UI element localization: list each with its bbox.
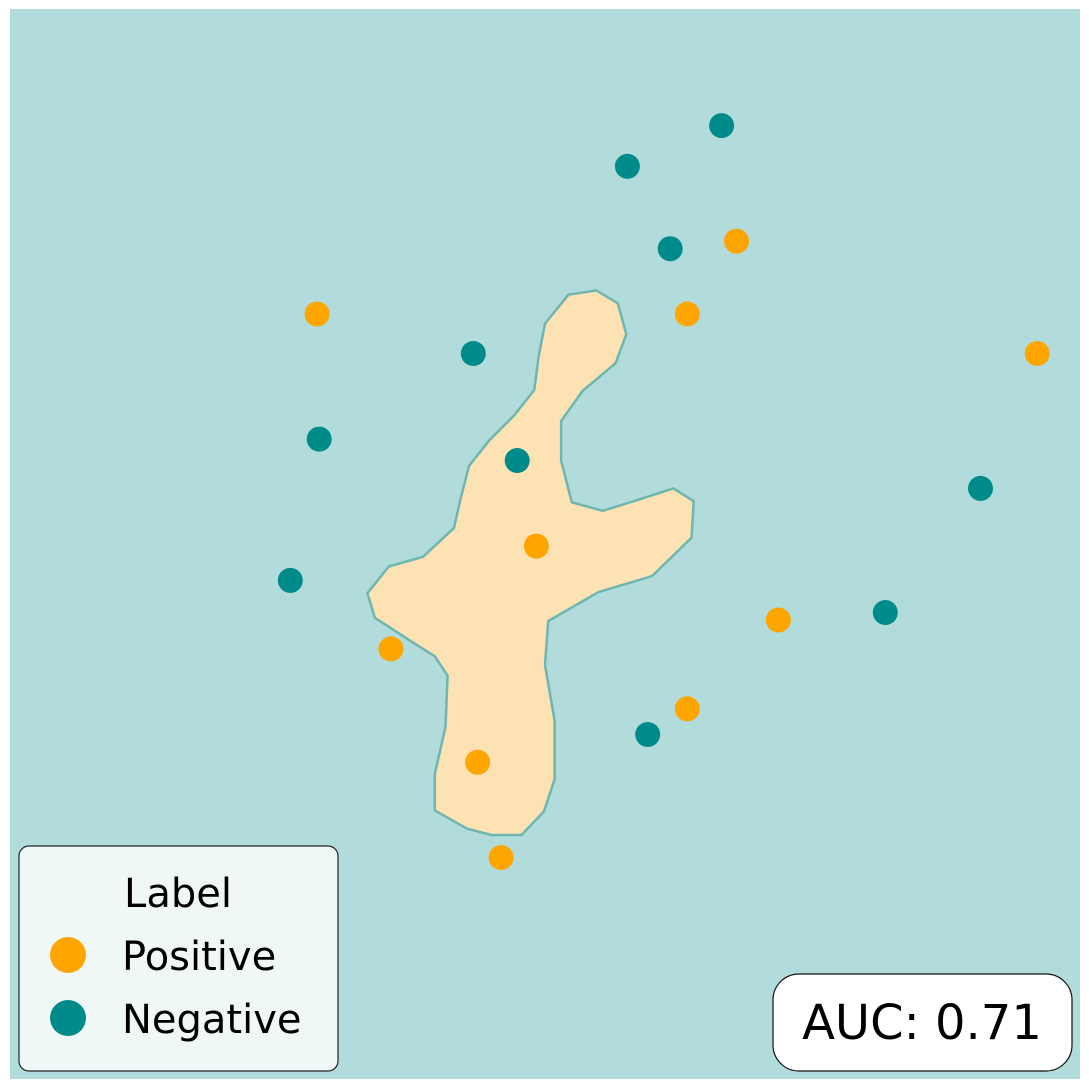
auc-annotation: AUC: 0.71: [772, 973, 1073, 1072]
negative-point-2: [614, 153, 640, 179]
negative-point-9: [872, 600, 898, 625]
negative-point-6: [504, 448, 530, 473]
legend-title: Label: [124, 871, 232, 917]
positive-point-6: [765, 607, 791, 633]
positive-point-2: [674, 301, 700, 327]
positive-point-8: [674, 696, 700, 722]
positive-point-9: [465, 749, 491, 775]
positive-point-5: [523, 533, 549, 559]
auc-annotation-text: AUC: 0.71: [802, 995, 1042, 1051]
positive-point-1: [304, 301, 330, 327]
negative-point-1: [709, 113, 735, 139]
negative-point-7: [968, 475, 993, 501]
negative-point-3: [657, 236, 683, 262]
scatter-points-layer: [277, 113, 1050, 870]
positive-point-7: [378, 636, 404, 662]
negative-point-10: [635, 722, 661, 747]
positive-decision-region: [366, 289, 695, 837]
auc-annotation-box: [772, 973, 1073, 1072]
legend: Label Positive Negative: [18, 845, 339, 1072]
legend-marker-positive: [50, 937, 86, 973]
legend-box: [18, 845, 339, 1072]
legend-label-negative: Negative: [122, 997, 302, 1043]
decision-region-layer: [366, 289, 695, 837]
legend-label-positive: Positive: [122, 934, 276, 980]
negative-point-8: [277, 567, 303, 593]
negative-point-4: [460, 341, 486, 366]
positive-point-4: [1024, 341, 1050, 366]
positive-point-3: [724, 228, 749, 254]
legend-marker-negative: [50, 1000, 86, 1036]
negative-point-5: [306, 426, 332, 452]
positive-point-10: [488, 845, 514, 870]
